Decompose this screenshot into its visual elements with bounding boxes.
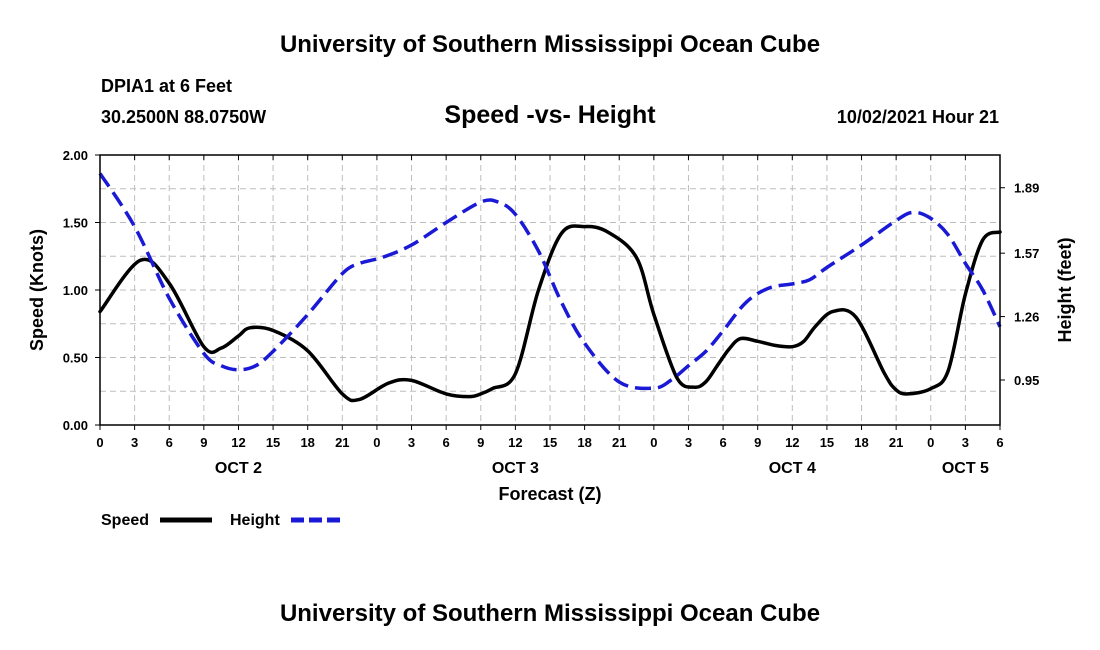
x-day-label: OCT 4 <box>769 460 816 477</box>
x-tick-label: 15 <box>266 435 280 450</box>
x-tick-label: 15 <box>543 435 557 450</box>
x-tick-label: 12 <box>508 435 522 450</box>
grid <box>100 155 1000 425</box>
y-axis-right: 0.95 1.26 1.57 1.89 <box>1000 181 1039 388</box>
x-tick-label: 3 <box>408 435 415 450</box>
y-tick-label: 0.00 <box>63 418 88 433</box>
x-tick-label: 12 <box>785 435 799 450</box>
x-tick-label: 0 <box>927 435 934 450</box>
x-tick-label: 0 <box>96 435 103 450</box>
y2-tick-label: 0.95 <box>1014 373 1039 388</box>
x-day-label: OCT 5 <box>942 460 989 477</box>
x-day-label: OCT 3 <box>492 460 539 477</box>
x-tick-label: 15 <box>820 435 834 450</box>
legend-speed-label: Speed <box>101 512 149 529</box>
x-tick-label: 21 <box>889 435 903 450</box>
x-tick-label: 18 <box>577 435 591 450</box>
x-tick-label: 3 <box>131 435 138 450</box>
x-tick-label: 12 <box>231 435 245 450</box>
y-tick-label: 2.00 <box>63 148 88 163</box>
y-tick-label: 1.00 <box>63 283 88 298</box>
station-name: DPIA1 at 6 Feet <box>101 76 233 96</box>
x-tick-label: 9 <box>477 435 484 450</box>
x-tick-label: 6 <box>996 435 1003 450</box>
x-tick-label: 6 <box>719 435 726 450</box>
x-tick-label: 9 <box>754 435 761 450</box>
x-day-label: OCT 2 <box>215 460 262 477</box>
legend-height-label: Height <box>230 512 280 529</box>
y2-tick-label: 1.26 <box>1014 310 1039 325</box>
x-tick-label: 3 <box>685 435 692 450</box>
series-speed <box>98 224 1002 403</box>
y-axis-title: Speed (Knots) <box>27 229 47 351</box>
y2-tick-label: 1.57 <box>1014 246 1039 261</box>
series-height <box>98 172 1002 391</box>
x-tick-label: 0 <box>650 435 657 450</box>
y2-axis-title: Height (feet) <box>1055 238 1075 343</box>
page-title-bottom: University of Southern Mississippi Ocean… <box>279 600 821 627</box>
x-tick-label: 3 <box>962 435 969 450</box>
legend: Speed Height <box>101 512 342 529</box>
page-title-top: University of Southern Mississippi Ocean… <box>279 31 821 58</box>
x-tick-label: 21 <box>612 435 626 450</box>
y2-tick-label: 1.89 <box>1014 181 1039 196</box>
x-axis-title: Forecast (Z) <box>498 484 601 504</box>
x-tick-label: 18 <box>300 435 314 450</box>
x-tick-label: 9 <box>200 435 207 450</box>
x-tick-label: 0 <box>373 435 380 450</box>
x-tick-label: 6 <box>443 435 450 450</box>
x-tick-label: 21 <box>335 435 349 450</box>
speed-line <box>98 224 1002 403</box>
x-tick-label: 18 <box>854 435 868 450</box>
y-tick-label: 1.50 <box>63 216 88 231</box>
station-coordinates: 30.2500N 88.0750W <box>101 107 267 127</box>
chart-heading: Speed -vs- Height <box>444 101 656 129</box>
y-tick-label: 0.50 <box>63 351 88 366</box>
x-tick-label: 6 <box>166 435 173 450</box>
forecast-date: 10/02/2021 Hour 21 <box>836 107 999 127</box>
height-line <box>98 172 1002 391</box>
x-axis: 0 3 6 9 12 15 18 21 0 3 6 9 12 15 18 21 0 3 6 9 12 15 18 21 0 3 6O… <box>96 155 1004 477</box>
y-axis-left: 0.00 0.50 1.00 1.50 2.00 <box>63 148 100 433</box>
